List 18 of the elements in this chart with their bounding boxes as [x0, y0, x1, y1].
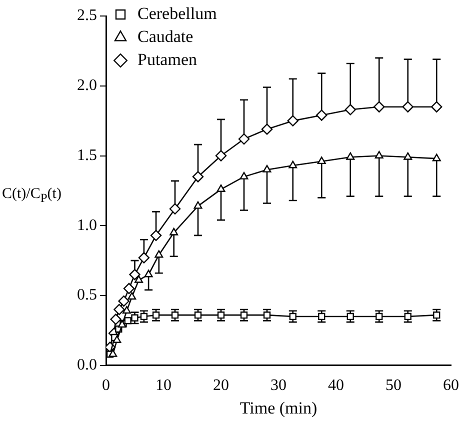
x-tick-label: 60	[443, 377, 459, 394]
x-tick-label: 0	[102, 377, 110, 394]
y-tick-label: 1.5	[77, 146, 97, 164]
y-tick-label: 0.5	[77, 286, 97, 304]
y-axis-title: C(t)/C$_{P}$(t)	[2, 186, 62, 206]
x-tick-label: 30	[270, 377, 286, 394]
x-tick-label: 50	[386, 377, 402, 394]
y-tick-label: 2.0	[77, 77, 97, 94]
legend-label: Putamen	[138, 50, 198, 69]
x-tick-label: 20	[213, 377, 229, 394]
legend-label: Cerebellum	[138, 4, 217, 23]
legend-label: Caudate	[138, 26, 194, 46]
y-tick-label: 0.0	[77, 356, 97, 374]
y-tick-label: 2.5	[77, 7, 97, 24]
y-tick-label: 1.0	[77, 216, 97, 234]
x-tick-label: 40	[328, 377, 344, 394]
x-tick-label: 10	[156, 377, 172, 394]
x-axis-title: Time (min)	[240, 398, 318, 418]
